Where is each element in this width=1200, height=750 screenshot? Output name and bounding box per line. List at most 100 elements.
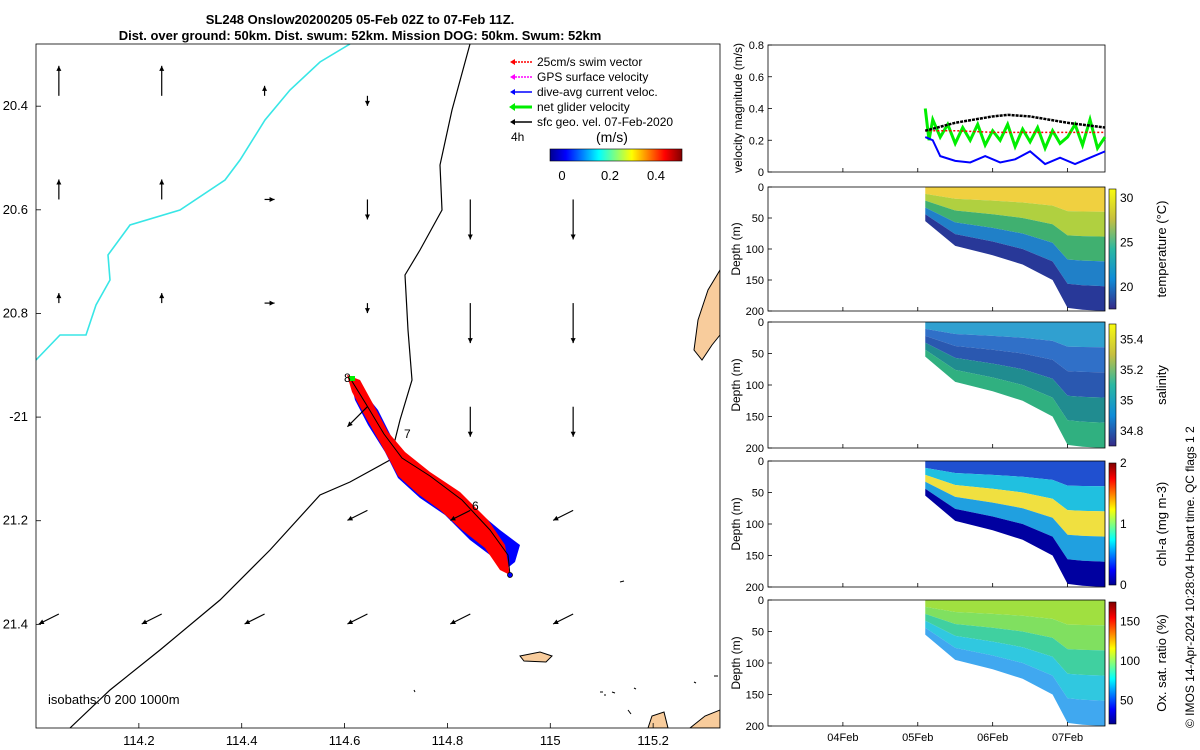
colorbar-tick-label: 50 <box>1120 693 1134 707</box>
colorbar-tick-label: 30 <box>1120 191 1134 205</box>
velocity-arrow-head <box>364 214 370 220</box>
map-x-tick-label: 114.8 <box>432 733 464 748</box>
velocity-arrow-head <box>56 65 62 71</box>
section-band <box>925 627 1105 726</box>
date-tick-label: 07Feb <box>1052 732 1083 744</box>
velocity-series-line <box>924 113 1106 132</box>
map-colorbar-tick: 0.2 <box>601 168 619 183</box>
depth-tick-label: 50 <box>752 488 764 500</box>
svg-text:sfc geo. vel. 07-Feb-2020: sfc geo. vel. 07-Feb-2020 <box>537 115 673 129</box>
velocity-arrow-head <box>347 515 354 521</box>
velocity-arrow-head <box>450 515 456 521</box>
velocity-series-line <box>923 108 1107 153</box>
section-colorbar <box>1108 188 1117 310</box>
depth-tick-label: 100 <box>746 519 764 531</box>
velocity-arrow-head <box>56 293 62 299</box>
colorbar-unit: (m/s) <box>596 129 628 145</box>
depth-tick-label: 100 <box>746 380 764 392</box>
depth-tick-label: 200 <box>746 721 764 733</box>
legend-item-swim-vector: 25cm/s swim vector <box>510 55 642 69</box>
date-tick-label: 04Feb <box>827 732 858 744</box>
depth-tick-label: 200 <box>746 443 764 455</box>
section-band <box>925 193 1105 237</box>
map-axes-box <box>35 43 721 729</box>
velocity-series-line <box>925 129 1105 134</box>
velocity-series <box>923 108 1107 166</box>
colorbar-label: Ox. sat. ratio (%) <box>1154 614 1169 712</box>
section-colorbar <box>1108 462 1117 586</box>
velocity-y-tick-label: 0.8 <box>749 40 764 52</box>
colorbar-label: temperature (°C) <box>1154 201 1169 298</box>
velocity-arrow-head <box>141 619 148 624</box>
colorbar-tick-label: 35.2 <box>1120 363 1144 377</box>
colorbar-label: chl-a (mg m-3) <box>1154 482 1169 567</box>
velocity-arrow-head <box>159 65 165 71</box>
colorbar-tick-label: 2 <box>1120 456 1127 470</box>
depth-tick-label: 200 <box>746 582 764 594</box>
velocity-arrow-head <box>364 308 370 314</box>
isobath-label: isobaths: 0 200 1000m <box>48 692 180 707</box>
velocity-arrow-head <box>269 300 275 306</box>
velocity-arrows <box>38 65 576 625</box>
map-y-tick-label: 20.6 <box>3 202 28 217</box>
velocity-arrow-head <box>553 619 559 624</box>
map-y-ticks: 20.4 20.6 20.8 -21 21.2 21.4 <box>3 98 41 631</box>
track-line <box>349 377 511 576</box>
legend-item-sfc-geo-velocity: sfc geo. vel. 07-Feb-2020 <box>510 115 673 129</box>
section-band <box>925 481 1105 562</box>
depth-tick-label: 150 <box>746 275 764 287</box>
map-colorbar-tick: 0 <box>558 168 565 183</box>
map-x-ticks: 114.2 114.4 114.6 114.8 115 115.2 <box>123 723 669 748</box>
depth-tick-label: 0 <box>758 595 764 607</box>
depth-tick-label: 0 <box>758 182 764 194</box>
velocity-arrow-head <box>570 234 576 240</box>
depth-tick-label: 50 <box>752 349 764 361</box>
section-colorbar <box>1108 601 1117 725</box>
section-panel-chl-a: 0 50 100 150 200 Depth (m) 0 1 2 chl-a (mg m-3) <box>729 456 1169 594</box>
velocity-panel: 0 0.2 0.4 0.6 0.8 velocity magnitude (m/s) <box>731 40 1107 179</box>
section-band <box>925 606 1105 651</box>
colorbar-tick-label: 35.4 <box>1120 332 1144 346</box>
map-colorbar-tick: 0.4 <box>647 168 665 183</box>
depth-axis-label: Depth (m) <box>729 497 743 550</box>
map-x-tick-label: 114.6 <box>329 733 361 748</box>
depth-tick-label: 200 <box>746 306 764 318</box>
section-panel-temperature: 0 50 100 150 200 Depth (m) 20 25 30 temperature (… <box>729 182 1169 318</box>
depth-axis-label: Depth (m) <box>729 222 743 275</box>
track-end-marker <box>507 572 513 578</box>
velocity-arrow-head <box>570 431 576 437</box>
map-x-tick-label: 114.4 <box>226 733 258 748</box>
section-band <box>925 600 1105 626</box>
colorbar-tick-label: 25 <box>1120 235 1134 249</box>
svg-text:GPS surface velocity: GPS surface velocity <box>537 70 648 84</box>
velocity-arrow-head <box>467 338 473 344</box>
velocity-arrow-head <box>262 85 268 91</box>
figure-title-line-1: SL248 Onslow20200205 05-Feb 02Z to 07-Fe… <box>205 12 515 27</box>
colorbar-tick-label: 0 <box>1120 578 1127 592</box>
velocity-arrow-head <box>450 619 456 624</box>
section-band <box>925 187 1105 212</box>
section-band <box>925 488 1105 587</box>
track-start-marker <box>349 376 355 381</box>
map-y-tick-label: 21.2 <box>3 513 28 528</box>
velocity-arrow-head <box>347 421 353 427</box>
depth-tick-label: 0 <box>758 456 764 468</box>
scale-label: 4h <box>511 130 524 144</box>
map-colorbar <box>549 148 683 162</box>
colorbar-tick-label: 20 <box>1120 280 1134 294</box>
section-band <box>925 474 1105 537</box>
velocity-arrow-head <box>56 179 62 185</box>
depth-tick-label: 150 <box>746 412 764 424</box>
velocity-y-tick-label: 0.2 <box>749 135 764 147</box>
section-band <box>925 328 1105 373</box>
velocity-y-tick-label: 0 <box>758 167 764 179</box>
section-band <box>925 620 1105 701</box>
velocity-arrow-head <box>467 431 473 437</box>
track-label-8: 8 <box>344 371 351 385</box>
map-y-tick-label: -21 <box>9 409 28 424</box>
small-islands <box>413 580 718 715</box>
land-island-east <box>519 269 720 728</box>
velocity-arrow-head <box>364 100 370 106</box>
